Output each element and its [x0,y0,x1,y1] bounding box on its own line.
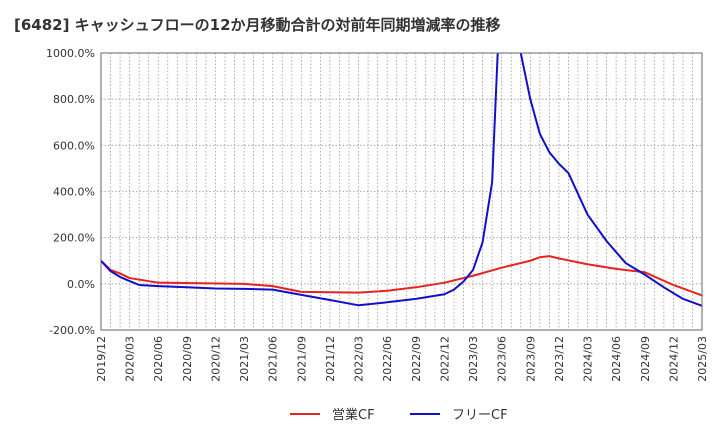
axes: -200.0% 0.0% 200.0% 400.0% 600.0% 800.0% 1000.… [46,47,709,382]
x-tick-label: 2025/03 [696,336,709,382]
x-tick-label: 2021/12 [324,336,337,382]
x-tick-label: 2024/03 [582,336,595,382]
x-tick-label: 2021/03 [238,336,251,382]
legend-item-free-cf-label: フリーCF [452,408,508,423]
x-tick-label: 2020/06 [152,336,165,382]
y-tick-label: 400.0% [53,186,95,199]
series-line-free-cf [101,53,702,307]
chart-title: [6482] キャッシュフローの12か月移動合計の対前年同期増減率の推移 [14,16,501,34]
x-tick-label: 2024/09 [639,336,652,382]
x-tick-label: 2022/09 [410,336,423,382]
y-tick-label: 600.0% [53,139,95,152]
series-line-operating-cf [101,255,702,297]
x-tick-label: 2023/03 [467,336,480,382]
y-tick-label: 0.0% [67,278,95,291]
x-tick-label: 2023/09 [524,336,537,382]
x-tick-label: 2020/12 [209,336,222,382]
y-tick-label: -200.0% [49,324,95,337]
x-tick-label: 2020/09 [181,336,194,382]
x-tick-label: 2022/12 [438,336,451,382]
x-tick-label: 2024/06 [610,336,623,382]
y-tick-label: 800.0% [53,93,95,106]
x-tick-label: 2022/03 [353,336,366,382]
x-tick-label: 2022/06 [381,336,394,382]
legend: 営業CF フリーCF [290,407,508,423]
plot-border [100,52,703,331]
x-tick-label: 2021/09 [295,336,308,382]
x-tick-label: 2021/06 [267,336,280,382]
x-tick-label: 2024/12 [667,336,680,382]
y-tick-label: 1000.0% [46,47,95,60]
x-tick-label: 2023/12 [553,336,566,382]
x-tick-label: 2023/06 [496,336,509,382]
legend-item-operating-cf-label: 営業CF [332,407,375,423]
series-lines [101,53,702,307]
x-tick-label: 2019/12 [95,336,108,382]
y-tick-label: 200.0% [53,232,95,245]
x-tick-label: 2020/03 [124,336,137,382]
